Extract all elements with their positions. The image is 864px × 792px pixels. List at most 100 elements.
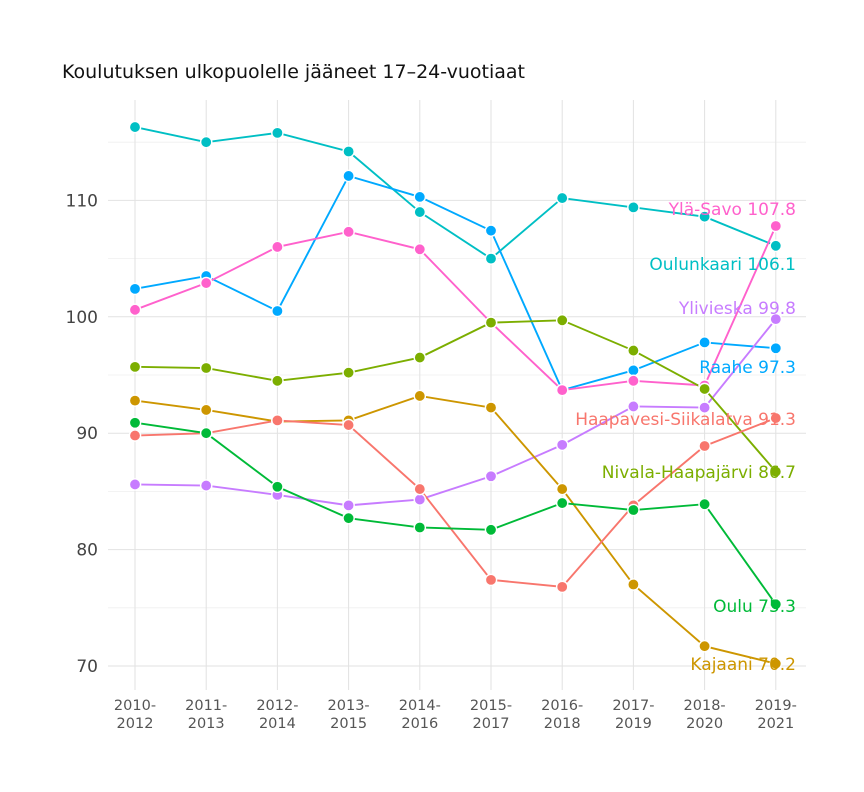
data-point [769,657,783,670]
y-axis: 70 80 90 100 110 [66,191,98,677]
data-point [413,242,427,256]
data-point [627,374,640,388]
data-point [413,389,427,403]
data-point [555,383,569,397]
data-point [698,639,711,653]
data-point [128,120,142,134]
data-point [484,523,498,537]
data-point [627,578,640,591]
data-point [128,416,142,430]
data-point [199,135,213,149]
data-point [128,282,142,296]
data-point [271,240,284,254]
data-point [484,469,498,483]
x-tick-label: 2018-2020 [684,698,726,732]
data-point [342,366,355,379]
data-point [199,403,213,417]
data-point [413,205,427,219]
data-point [128,394,142,407]
y-tick-label: 70 [76,657,98,677]
data-point [199,276,213,290]
data-point [555,496,569,510]
data-point [769,411,783,425]
data-point [769,312,783,326]
series-end-label: Haapavesi-Siikalatva 91.3 [575,410,796,430]
data-point [627,400,640,413]
series-line [134,417,777,588]
data-point [769,239,783,253]
data-point [342,499,355,512]
data-point [271,374,284,388]
data-point [698,210,711,223]
series-end-label: Raahe 97.3 [699,358,796,378]
grid [108,100,806,690]
series-end-label: Nivala-Haapajärvi 86.7 [602,463,796,483]
data-point [627,201,640,214]
x-tick-label: 2010-2012 [114,698,156,732]
data-point [199,479,213,492]
x-tick-label: 2016-2018 [541,698,583,732]
data-point [484,401,498,414]
x-tick-label: 2011-2013 [185,698,227,732]
data-point [199,426,213,440]
series-line [134,421,777,605]
x-tick-label: 2012-2014 [256,698,298,732]
data-point [555,313,569,327]
series-line [134,126,777,260]
y-tick-label: 90 [76,424,98,444]
series-line [134,318,777,507]
data-point [342,169,355,183]
chart-title: Koulutuksen ulkopuolelle jääneet 17–24-v… [62,61,525,83]
data-point [128,478,142,491]
data-point [555,482,569,496]
data-point [627,503,640,517]
data-point [413,482,427,496]
data-point [555,438,569,452]
x-tick-label: 2014-2016 [399,698,441,732]
series-end-label: Ylivieska 99.8 [678,299,796,319]
data-point [698,497,711,511]
y-tick-label: 100 [66,308,98,328]
data-point [342,145,355,158]
series-line [134,174,776,392]
data-point [627,364,640,377]
data-point [698,336,711,349]
data-point [271,414,284,427]
data-point [128,429,142,442]
data-point [413,493,427,506]
data-point [627,344,640,357]
series-line [134,225,777,392]
data-point [555,580,569,594]
data-point [271,126,284,140]
data-point [484,573,498,587]
x-tick-label: 2019-2021 [755,698,797,732]
series-end-label: Oulu 75.3 [713,597,796,617]
data-point [128,360,142,374]
x-tick-label: 2015-2017 [470,698,512,732]
series-end-label: Kajaani 70.2 [690,655,796,675]
series-end-label: Oulunkaari 106.1 [649,255,796,275]
end-labels: Oulunkaari 106.1 Raahe 97.3 Ylä-Savo 107.8… [575,200,796,675]
y-tick-label: 80 [76,541,98,561]
data-point [555,191,569,205]
data-point [769,341,783,355]
data-point [342,225,355,239]
x-tick-label: 2017-2019 [612,698,654,732]
data-point [698,382,711,396]
series-end-label: Ylä-Savo 107.8 [668,200,796,220]
data-point [769,219,783,233]
series-line [134,319,777,473]
data-point [199,361,213,375]
data-point [769,598,783,611]
y-tick-label: 110 [66,191,98,211]
data-point [484,224,498,237]
x-axis: 2010-2012 2011-2013 2012-2014 2013-2015 2014… [114,698,797,732]
data-point [413,521,427,534]
data-point [271,304,284,318]
data-point [128,303,142,317]
data-point [484,252,498,265]
series-points [128,120,783,670]
data-point [769,465,783,478]
series-lines [134,126,777,665]
